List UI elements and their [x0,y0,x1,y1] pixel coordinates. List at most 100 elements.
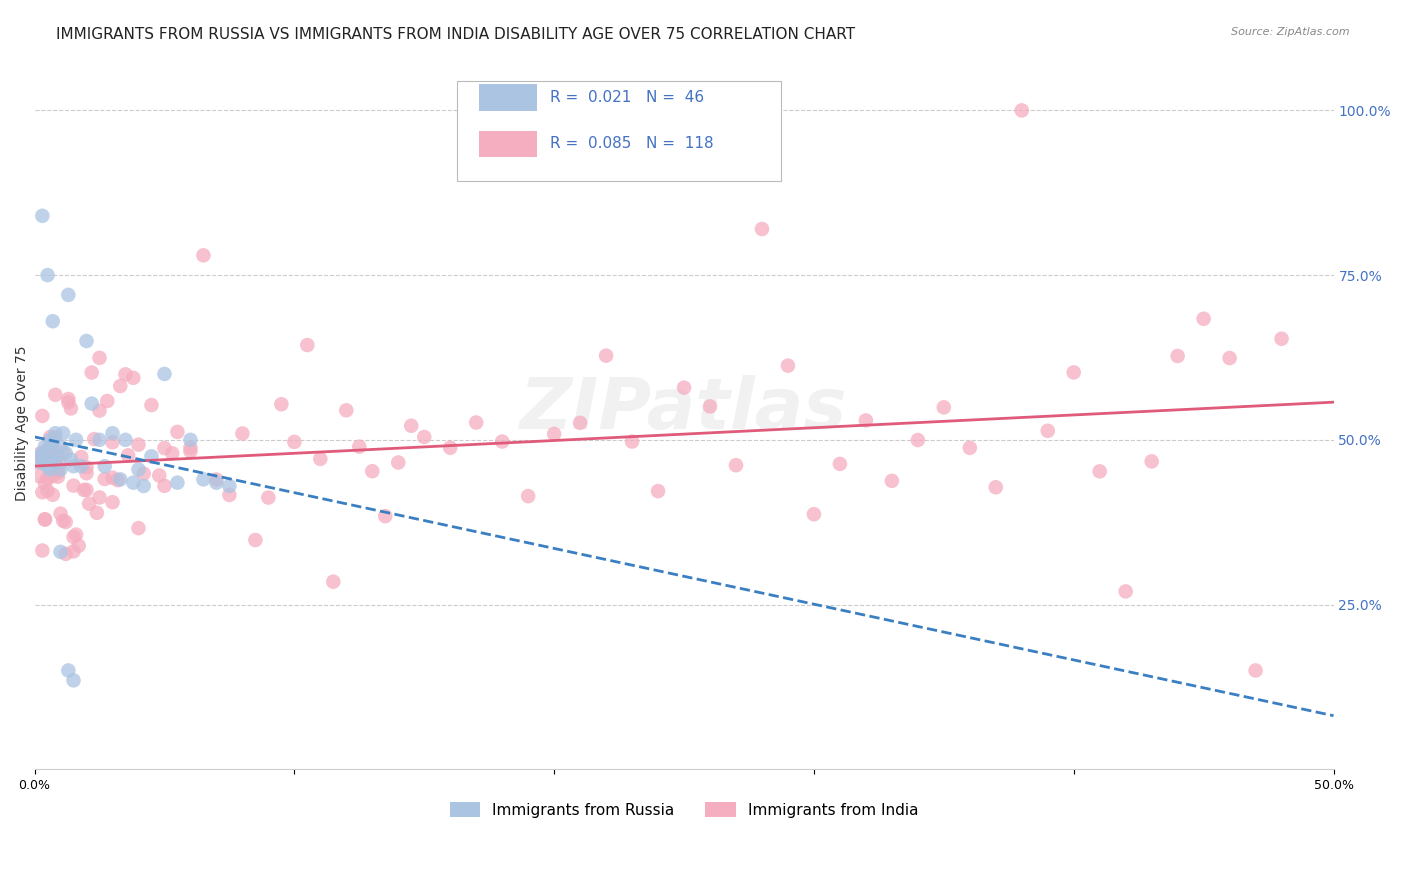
Point [855,413,877,427]
Point [297,338,319,352]
Point [101,495,124,509]
Point [46,450,69,464]
Point [205,475,228,490]
Point [439,441,461,455]
Point [218,479,240,493]
Point [58,395,80,409]
Point [58,288,80,302]
Point [58,392,80,406]
Point [62,673,84,688]
Point [44,426,66,441]
Point [39,433,62,447]
Point [166,425,188,439]
Point [89,403,111,417]
Point [28,469,51,483]
Point [49,507,72,521]
Point [1167,349,1189,363]
Point [543,426,565,441]
Point [193,472,215,486]
Point [257,491,280,505]
Point [399,418,422,433]
Point [37,442,59,457]
Point [465,416,488,430]
Point [37,445,59,459]
Point [724,458,747,473]
Point [101,426,124,441]
Point [62,459,84,474]
Point [101,471,124,485]
Point [44,456,66,470]
Point [1063,365,1085,379]
Point [65,433,87,447]
Point [89,433,111,447]
Point [127,437,149,451]
Point [218,488,240,502]
Point [80,396,103,410]
Point [65,527,87,541]
Point [309,451,332,466]
Point [55,446,77,460]
Point [28,447,51,461]
Point [31,446,53,460]
Point [46,469,69,483]
Point [959,441,981,455]
Point [205,473,228,487]
Point [153,441,176,455]
Point [93,472,115,486]
Point [93,459,115,474]
Point [374,509,396,524]
Point [127,462,149,476]
Point [34,513,56,527]
Point [25,456,48,470]
Point [49,545,72,559]
Point [148,468,170,483]
Point [1115,584,1137,599]
Legend: Immigrants from Russia, Immigrants from India: Immigrants from Russia, Immigrants from … [443,796,925,824]
Point [76,460,98,475]
Point [1088,464,1111,478]
Point [34,476,56,491]
Point [73,483,96,497]
Point [42,434,65,448]
Point [76,467,98,481]
Point [517,489,540,503]
Point [46,460,69,475]
Point [77,497,100,511]
Point [132,467,155,481]
Point [42,452,65,467]
Point [387,456,409,470]
Point [67,539,90,553]
Point [114,433,136,447]
Point [52,514,75,528]
Point [55,547,77,561]
Point [110,379,132,393]
Point [42,469,65,483]
Point [107,473,129,487]
Bar [479,85,537,111]
Point [34,452,56,467]
Point [42,436,65,450]
Point [122,371,145,385]
Point [245,533,267,547]
Point [80,366,103,380]
Point [110,472,132,486]
Point [62,478,84,492]
Point [39,442,62,457]
Point [673,381,696,395]
Point [83,432,105,446]
Point [76,483,98,497]
Point [231,426,253,441]
Point [117,448,139,462]
Point [179,444,201,458]
Point [59,452,82,467]
Point [42,314,65,328]
Point [31,409,53,423]
Point [1011,103,1033,118]
Point [413,430,436,444]
Point [699,400,721,414]
Point [49,462,72,476]
Point [335,403,357,417]
Point [803,507,825,521]
Point [132,479,155,493]
Point [1140,454,1163,468]
